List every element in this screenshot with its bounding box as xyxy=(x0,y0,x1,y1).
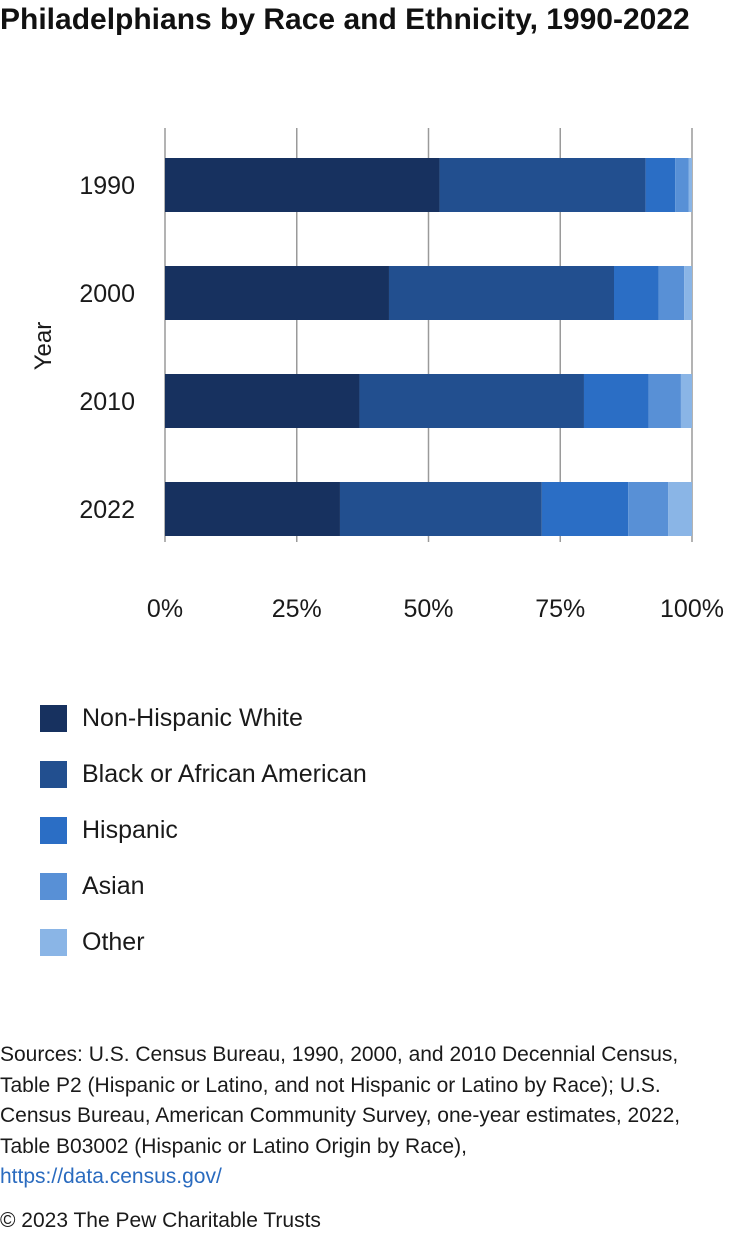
bar-segment xyxy=(684,266,692,320)
bar-segment xyxy=(628,482,669,536)
legend-item: Black or African American xyxy=(40,746,367,802)
copyright: © 2023 The Pew Charitable Trusts xyxy=(0,1209,321,1232)
legend-label: Non-Hispanic White xyxy=(82,703,303,732)
bar-segment xyxy=(541,482,629,536)
bar-segment xyxy=(645,158,676,212)
legend-swatch xyxy=(40,704,67,732)
source-note: Sources: U.S. Census Bureau, 1990, 2000,… xyxy=(0,1040,720,1193)
source-link[interactable]: https://data.census.gov/ xyxy=(0,1165,222,1188)
bar-segment xyxy=(668,482,692,536)
bar-segment xyxy=(359,374,584,428)
y-tick-label: 2000 xyxy=(79,280,135,308)
x-tick-label: 0% xyxy=(147,595,183,623)
bar-segment xyxy=(165,482,340,536)
legend-item: Non-Hispanic White xyxy=(40,690,367,746)
bar-segment xyxy=(614,266,659,320)
legend-label: Asian xyxy=(82,871,145,900)
bar-segment xyxy=(675,158,689,212)
legend-swatch xyxy=(40,760,67,788)
legend: Non-Hispanic White Black or African Ameri… xyxy=(40,690,367,970)
bar-segment xyxy=(648,374,681,428)
legend-label: Hispanic xyxy=(82,815,178,844)
y-tick-label: 2022 xyxy=(79,496,135,524)
bar-segment xyxy=(680,374,692,428)
x-tick-label: 75% xyxy=(535,595,585,623)
x-tick-label: 25% xyxy=(272,595,322,623)
source-text: Sources: U.S. Census Bureau, 1990, 2000,… xyxy=(0,1043,681,1158)
bar-segment xyxy=(165,266,389,320)
bar-segment xyxy=(165,158,440,212)
y-tick-label: 1990 xyxy=(79,172,135,200)
legend-item: Other xyxy=(40,914,367,970)
stacked-bar-chart: Year 0% 25% 50% 75% 100% 1990 2000 2010 2022 xyxy=(30,128,724,623)
chart-title: Philadelphians by Race and Ethnicity, 19… xyxy=(0,3,690,36)
legend-item: Hispanic xyxy=(40,802,367,858)
y-tick-label: 2010 xyxy=(79,388,135,416)
bar-segment xyxy=(688,158,692,212)
legend-swatch xyxy=(40,872,67,900)
legend-item: Asian xyxy=(40,858,367,914)
bar-segment xyxy=(165,374,360,428)
bar-segment xyxy=(339,482,542,536)
legend-swatch xyxy=(40,928,67,956)
y-axis-label: Year xyxy=(30,322,57,371)
bar-segment xyxy=(658,266,685,320)
x-tick-label: 100% xyxy=(660,595,724,623)
legend-label: Other xyxy=(82,927,145,956)
bar-segment xyxy=(583,374,649,428)
bar-segment xyxy=(388,266,615,320)
x-tick-label: 50% xyxy=(403,595,453,623)
legend-swatch xyxy=(40,816,67,844)
legend-label: Black or African American xyxy=(82,759,367,788)
bar-segment xyxy=(439,158,646,212)
